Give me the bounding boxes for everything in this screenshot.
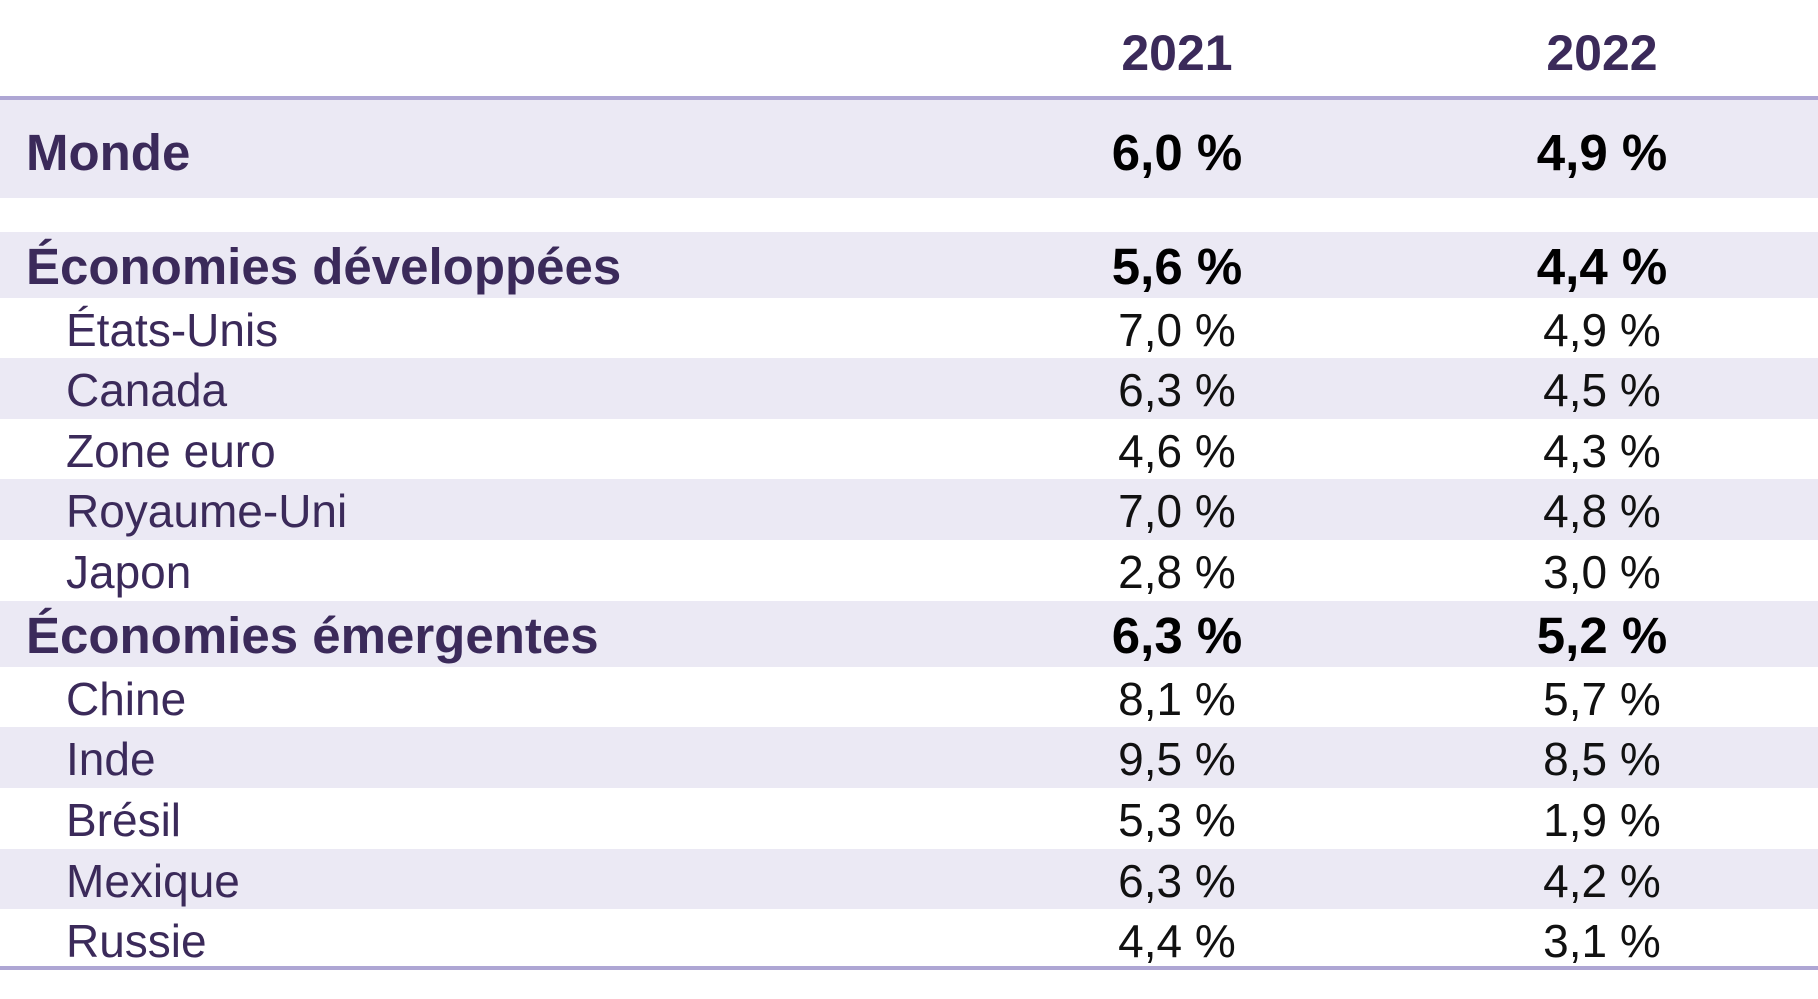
row-label: États-Unis xyxy=(66,304,279,356)
table-row: Japon 2,8 % 3,0 % xyxy=(0,540,1818,601)
row-value-2022: 4,5 % xyxy=(1543,364,1661,416)
table-row: Brésil 5,3 % 1,9 % xyxy=(0,788,1818,849)
table-row: Monde 6,0 % 4,9 % xyxy=(0,100,1818,198)
row-value-2021: 7,0 % xyxy=(1118,485,1236,537)
row-value-2021: 8,1 % xyxy=(1118,673,1236,725)
table-row: Royaume-Uni 7,0 % 4,8 % xyxy=(0,479,1818,540)
table-row: Inde 9,5 % 8,5 % xyxy=(0,727,1818,788)
row-label: Brésil xyxy=(66,794,182,846)
column-header-2021: 2021 xyxy=(1121,25,1233,81)
row-label: Inde xyxy=(66,733,156,785)
row-label: Royaume-Uni xyxy=(66,485,348,537)
row-label: Mexique xyxy=(66,855,240,907)
row-label: Monde xyxy=(26,124,191,181)
row-value-2021: 4,6 % xyxy=(1118,425,1236,477)
row-value-2022: 5,7 % xyxy=(1543,673,1661,725)
header-divider xyxy=(0,96,1818,100)
table-row: Canada 6,3 % 4,5 % xyxy=(0,358,1818,419)
row-value-2022: 8,5 % xyxy=(1543,733,1661,785)
table-row: États-Unis 7,0 % 4,9 % xyxy=(0,298,1818,358)
row-value-2022: 4,9 % xyxy=(1536,124,1668,181)
table-header: 2021 2022 xyxy=(0,0,1818,98)
table-row: Russie 4,4 % 3,1 % xyxy=(0,909,1818,967)
row-value-2022: 4,2 % xyxy=(1543,855,1661,907)
table-row: Zone euro 4,6 % 4,3 % xyxy=(0,419,1818,479)
table-row: Économies développées 5,6 % 4,4 % xyxy=(0,232,1818,298)
row-value-2022: 1,9 % xyxy=(1543,794,1661,846)
row-value-2021: 5,3 % xyxy=(1118,794,1236,846)
row-value-2022: 4,3 % xyxy=(1543,425,1661,477)
row-value-2021: 6,3 % xyxy=(1118,855,1236,907)
row-value-2022: 3,0 % xyxy=(1543,546,1661,598)
row-label: Économies développées xyxy=(26,238,622,295)
row-value-2021: 2,8 % xyxy=(1118,546,1236,598)
row-label: Japon xyxy=(66,546,192,598)
row-value-2022: 3,1 % xyxy=(1543,915,1661,967)
row-value-2021: 4,4 % xyxy=(1118,915,1236,967)
column-header-2022: 2022 xyxy=(1546,25,1658,81)
table-row: Chine 8,1 % 5,7 % xyxy=(0,667,1818,727)
row-label: Économies émergentes xyxy=(26,607,599,664)
row-label: Canada xyxy=(66,364,228,416)
row-value-2022: 4,4 % xyxy=(1536,238,1668,295)
bottom-divider xyxy=(0,966,1818,970)
table-row: Économies émergentes 6,3 % 5,2 % xyxy=(0,601,1818,667)
row-value-2022: 4,8 % xyxy=(1543,485,1661,537)
row-value-2022: 5,2 % xyxy=(1536,607,1668,664)
row-label: Zone euro xyxy=(66,425,276,477)
row-value-2021: 7,0 % xyxy=(1118,304,1236,356)
row-value-2021: 6,3 % xyxy=(1118,364,1236,416)
row-label: Chine xyxy=(66,673,187,725)
row-value-2021: 6,3 % xyxy=(1111,607,1243,664)
row-value-2021: 6,0 % xyxy=(1111,124,1243,181)
table-row: Mexique 6,3 % 4,2 % xyxy=(0,849,1818,909)
row-label: Russie xyxy=(66,915,207,967)
row-value-2022: 4,9 % xyxy=(1543,304,1661,356)
row-value-2021: 5,6 % xyxy=(1111,238,1243,295)
row-value-2021: 9,5 % xyxy=(1118,733,1236,785)
